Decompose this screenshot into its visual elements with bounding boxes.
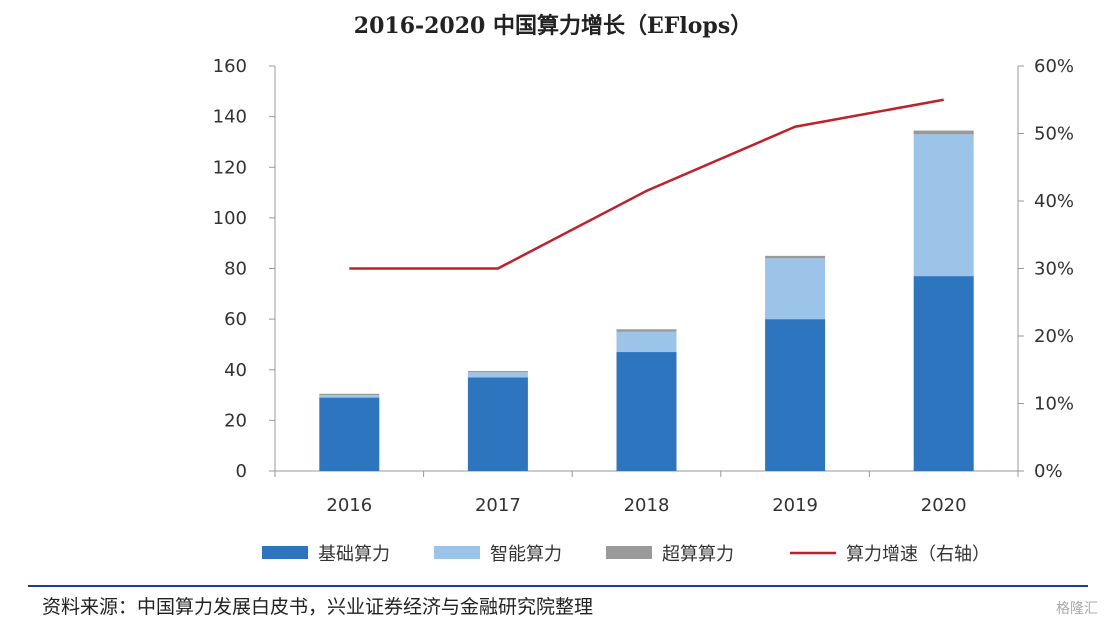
legend-swatch (434, 546, 480, 559)
bar-segment (467, 372, 528, 378)
right-tick-label: 10% (1034, 394, 1074, 415)
legend: 基础算力 智能算力 超算算力 算力增速（右轴） (262, 544, 990, 565)
chart-svg: 0 20 40 60 80 100 120 140 160 0% 10% 20% 30% 40% 50% 60… (213, 56, 1074, 565)
bar-segment (913, 134, 974, 277)
legend-label: 算力增速（右轴） (846, 544, 990, 565)
bar-segment (765, 255, 826, 259)
growth-line-path (349, 98, 944, 270)
left-tick-label: 120 (213, 157, 247, 178)
bar-segment (765, 319, 826, 471)
bar-segment (913, 130, 974, 135)
left-tick-label: 60 (224, 309, 247, 330)
x-tick-label: 2016 (326, 495, 372, 516)
bar-segment (467, 371, 528, 373)
legend-label: 超算算力 (662, 544, 734, 565)
growth-line (349, 98, 944, 270)
chart-title: 2016-2020 中国算力增长（EFlops） (353, 13, 753, 39)
bar-segment (913, 276, 974, 471)
watermark: 格隆汇 (1056, 601, 1098, 617)
right-tick-label: 0% (1034, 461, 1063, 482)
bar-segment (319, 395, 380, 398)
x-tick-label: 2018 (624, 495, 670, 516)
legend-label: 智能算力 (490, 544, 562, 565)
legend-swatch (606, 546, 652, 559)
right-tick-label: 30% (1034, 259, 1074, 280)
left-tick-label: 80 (224, 259, 247, 280)
left-tick-label: 140 (213, 107, 247, 128)
bar-segment (319, 393, 380, 396)
right-tick-label: 40% (1034, 191, 1074, 212)
right-tick-label: 50% (1034, 124, 1074, 145)
legend-swatch (262, 546, 308, 559)
bar-segment (467, 377, 528, 471)
x-tick-label: 2020 (921, 495, 967, 516)
left-tick-label: 40 (224, 360, 247, 381)
bar-segment (616, 331, 677, 353)
bar-segment (616, 352, 677, 471)
left-tick-label: 160 (213, 56, 247, 77)
bar-segment (616, 329, 677, 332)
bars (319, 130, 974, 471)
source-divider (28, 585, 1088, 587)
left-tick-label: 20 (224, 410, 247, 431)
legend-label: 基础算力 (318, 544, 390, 565)
x-tick-label: 2019 (772, 495, 818, 516)
bar-segment (765, 258, 826, 320)
bar-segment (319, 397, 380, 471)
right-tick-label: 60% (1034, 56, 1074, 77)
left-tick-label: 100 (213, 208, 247, 229)
left-tick-label: 0 (236, 461, 247, 482)
x-tick-label: 2017 (475, 495, 521, 516)
source-note: 资料来源：中国算力发展白皮书，兴业证券经济与金融研究院整理 (42, 596, 594, 618)
right-tick-label: 20% (1034, 326, 1074, 347)
